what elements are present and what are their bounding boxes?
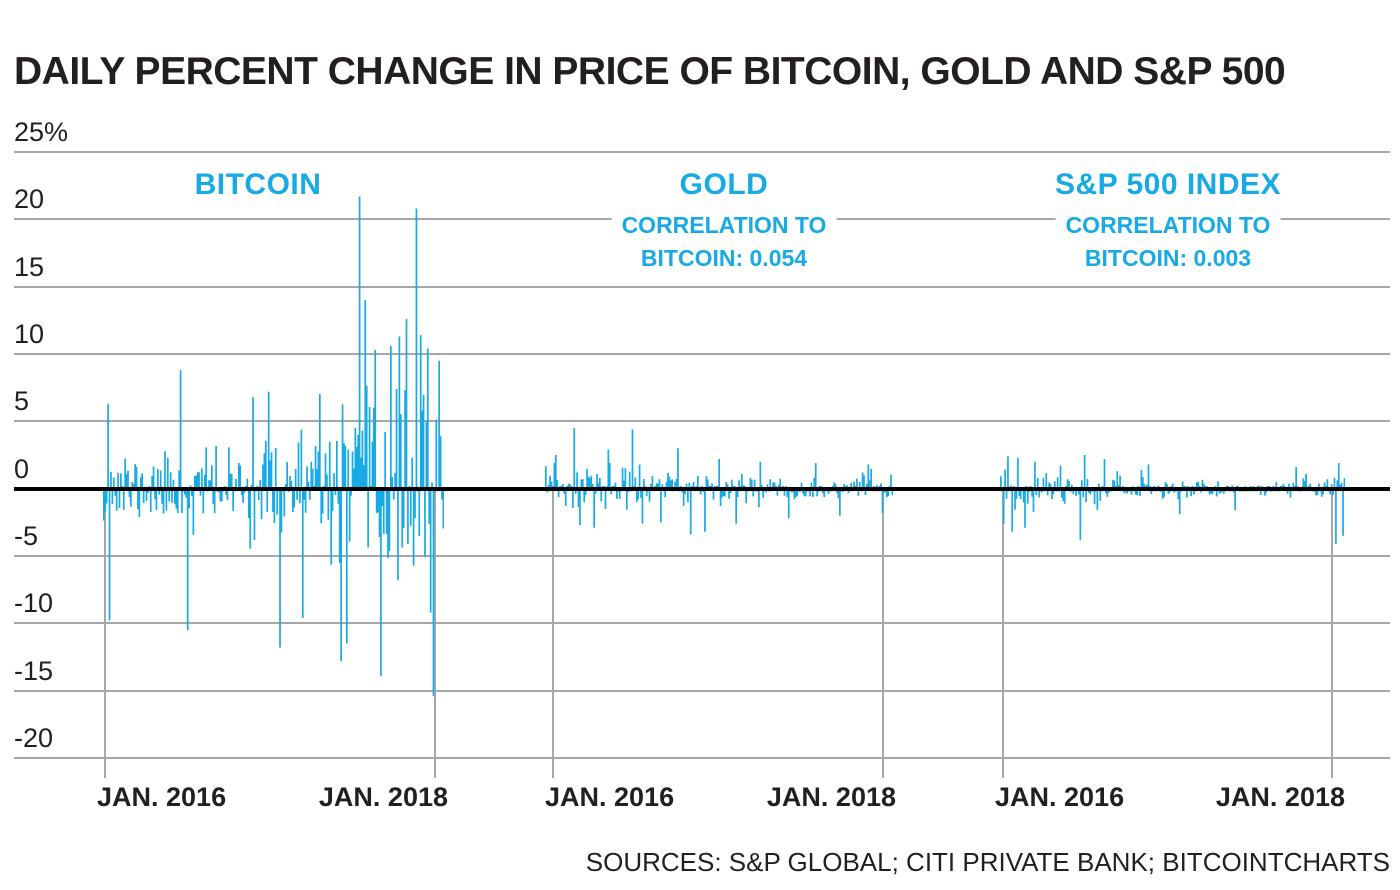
y-axis-label--15: -15: [14, 655, 54, 686]
y-axis-label-10: 10: [14, 318, 45, 349]
sp500-correlation-line-2: BITCOIN: 0.003: [1074, 242, 1262, 275]
gold-correlation-line-2: BITCOIN: 0.054: [630, 242, 818, 275]
y-axis-label--10: -10: [14, 588, 54, 619]
y-axis-label-20: 20: [14, 184, 45, 215]
panel-title-bitcoin: BITCOIN: [194, 168, 322, 201]
x-tick-sp500-1: [1331, 490, 1333, 778]
x-axis-label-gold-0: JAN. 2016: [545, 782, 675, 812]
x-tick-bitcoin-0: [104, 490, 106, 778]
y-axis-label-25: 25%: [14, 117, 69, 147]
y-axis-label-15: 15: [14, 251, 45, 282]
x-axis-label-sp500-0: JAN. 2016: [995, 782, 1125, 812]
gridline--15: [14, 689, 1390, 692]
x-tick-gold-1: [882, 490, 884, 778]
source-credit: SOURCES: S&P GLOBAL; CITI PRIVATE BANK; …: [585, 847, 1390, 877]
panel-title-gold: GOLD: [679, 168, 769, 201]
gold-correlation-line-1: CORRELATION TO: [611, 209, 837, 242]
gridline--20: [14, 756, 1390, 759]
panel-subtitle-sp500: CORRELATION TO BITCOIN: 0.003: [1055, 209, 1281, 275]
y-axis-label--5: -5: [14, 520, 39, 551]
y-axis-label--20: -20: [14, 722, 54, 753]
gridline-5: [14, 420, 1390, 423]
gridline-10: [14, 352, 1390, 355]
panel-subtitle-gold: CORRELATION TO BITCOIN: 0.054: [611, 209, 837, 275]
x-tick-sp500-0: [1002, 490, 1004, 778]
x-axis-label-bitcoin-0: JAN. 2016: [97, 782, 227, 812]
gridline-15: [14, 285, 1390, 288]
zero-baseline: [14, 486, 1390, 491]
x-axis-label-bitcoin-1: JAN. 2018: [318, 782, 448, 812]
sp500-correlation-line-1: CORRELATION TO: [1055, 209, 1281, 242]
chart-title: DAILY PERCENT CHANGE IN PRICE OF BITCOIN…: [14, 50, 1286, 93]
y-axis-label-5: 5: [14, 386, 30, 417]
gridline-25: [14, 151, 1390, 153]
panel-title-sp500: S&P 500 INDEX: [1054, 168, 1282, 201]
x-tick-bitcoin-1: [434, 490, 436, 778]
gridline--10: [14, 622, 1390, 625]
x-axis-label-sp500-1: JAN. 2018: [1215, 782, 1345, 812]
gridline--5: [14, 554, 1390, 557]
y-axis-label-0: 0: [14, 453, 30, 484]
x-axis-label-gold-1: JAN. 2018: [766, 782, 896, 812]
bars-bitcoin: [103, 196, 444, 697]
x-tick-gold-0: [552, 490, 554, 778]
